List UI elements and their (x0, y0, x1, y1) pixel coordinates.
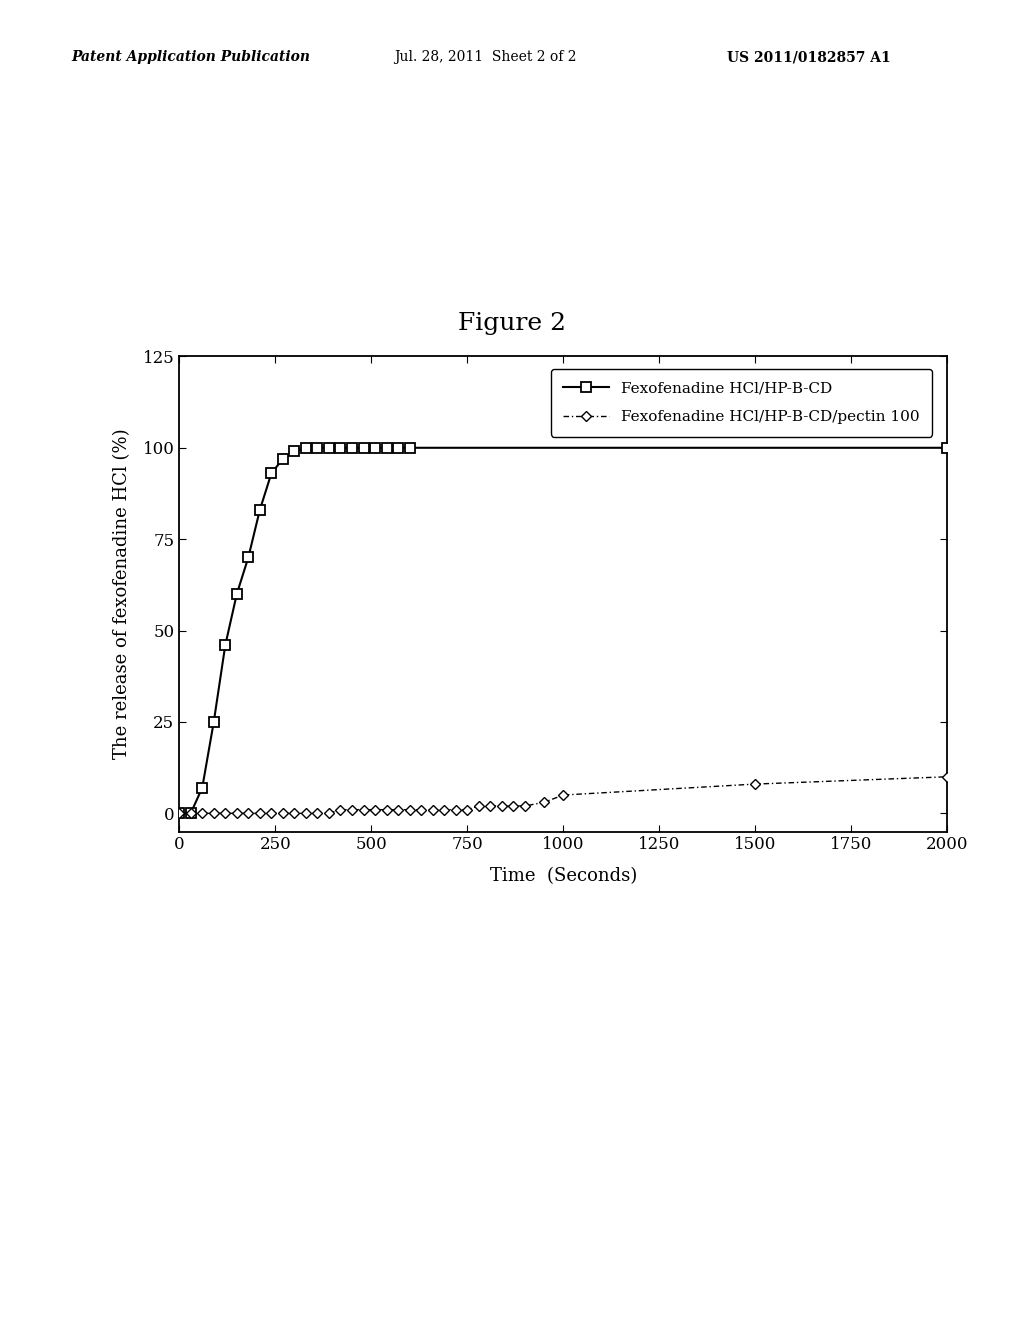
Fexofenadine HCl/HP-B-CD (208, 714, 220, 730)
Fexofenadine HCl/HP-B-CD (265, 466, 278, 482)
Fexofenadine HCl/HP-B-CD/pectin 100 (484, 799, 497, 814)
Fexofenadine HCl/HP-B-CD/pectin 100 (518, 799, 530, 814)
Text: US 2011/0182857 A1: US 2011/0182857 A1 (727, 50, 891, 65)
Fexofenadine HCl/HP-B-CD/pectin 100 (173, 805, 185, 821)
Fexofenadine HCl/HP-B-CD/pectin 100 (184, 805, 197, 821)
Fexofenadine HCl/HP-B-CD (173, 805, 185, 821)
Line: Fexofenadine HCl/HP-B-CD: Fexofenadine HCl/HP-B-CD (174, 444, 952, 818)
Fexofenadine HCl/HP-B-CD/pectin 100 (461, 801, 473, 817)
Text: Jul. 28, 2011  Sheet 2 of 2: Jul. 28, 2011 Sheet 2 of 2 (394, 50, 577, 65)
Fexofenadine HCl/HP-B-CD (300, 440, 312, 455)
Fexofenadine HCl/HP-B-CD/pectin 100 (276, 805, 289, 821)
Fexofenadine HCl/HP-B-CD/pectin 100 (557, 787, 569, 803)
Fexofenadine HCl/HP-B-CD (392, 440, 404, 455)
Fexofenadine HCl/HP-B-CD (311, 440, 324, 455)
Fexofenadine HCl/HP-B-CD (184, 805, 197, 821)
Fexofenadine HCl/HP-B-CD/pectin 100 (242, 805, 254, 821)
Fexofenadine HCl/HP-B-CD (254, 502, 266, 517)
Fexofenadine HCl/HP-B-CD (346, 440, 358, 455)
Text: Patent Application Publication: Patent Application Publication (72, 50, 310, 65)
Fexofenadine HCl/HP-B-CD/pectin 100 (346, 801, 358, 817)
Legend: Fexofenadine HCl/HP-B-CD, Fexofenadine HCl/HP-B-CD/pectin 100: Fexofenadine HCl/HP-B-CD, Fexofenadine H… (551, 368, 932, 437)
Fexofenadine HCl/HP-B-CD/pectin 100 (208, 805, 220, 821)
Fexofenadine HCl/HP-B-CD (230, 586, 243, 602)
Fexofenadine HCl/HP-B-CD (219, 638, 231, 653)
Fexofenadine HCl/HP-B-CD/pectin 100 (415, 801, 427, 817)
Fexofenadine HCl/HP-B-CD (196, 780, 209, 796)
Fexofenadine HCl/HP-B-CD/pectin 100 (507, 799, 519, 814)
Fexofenadine HCl/HP-B-CD/pectin 100 (426, 801, 438, 817)
Fexofenadine HCl/HP-B-CD/pectin 100 (265, 805, 278, 821)
Fexofenadine HCl/HP-B-CD/pectin 100 (472, 799, 485, 814)
Fexofenadine HCl/HP-B-CD (403, 440, 416, 455)
Fexofenadine HCl/HP-B-CD/pectin 100 (334, 801, 346, 817)
Fexofenadine HCl/HP-B-CD/pectin 100 (230, 805, 243, 821)
Fexofenadine HCl/HP-B-CD (381, 440, 393, 455)
Fexofenadine HCl/HP-B-CD (242, 549, 254, 565)
Fexofenadine HCl/HP-B-CD (289, 444, 301, 459)
Fexofenadine HCl/HP-B-CD/pectin 100 (538, 795, 550, 810)
Text: Figure 2: Figure 2 (458, 312, 566, 335)
Fexofenadine HCl/HP-B-CD/pectin 100 (311, 805, 324, 821)
Fexofenadine HCl/HP-B-CD/pectin 100 (357, 801, 370, 817)
Line: Fexofenadine HCl/HP-B-CD/pectin 100: Fexofenadine HCl/HP-B-CD/pectin 100 (176, 774, 950, 817)
Fexofenadine HCl/HP-B-CD/pectin 100 (219, 805, 231, 821)
Fexofenadine HCl/HP-B-CD/pectin 100 (369, 801, 381, 817)
Fexofenadine HCl/HP-B-CD/pectin 100 (403, 801, 416, 817)
Fexofenadine HCl/HP-B-CD/pectin 100 (438, 801, 451, 817)
Fexofenadine HCl/HP-B-CD (276, 451, 289, 467)
Fexofenadine HCl/HP-B-CD/pectin 100 (941, 768, 953, 784)
Fexofenadine HCl/HP-B-CD/pectin 100 (196, 805, 209, 821)
Fexofenadine HCl/HP-B-CD (323, 440, 335, 455)
X-axis label: Time  (Seconds): Time (Seconds) (489, 867, 637, 886)
Fexofenadine HCl/HP-B-CD (357, 440, 370, 455)
Fexofenadine HCl/HP-B-CD/pectin 100 (289, 805, 301, 821)
Fexofenadine HCl/HP-B-CD (941, 440, 953, 455)
Fexofenadine HCl/HP-B-CD (369, 440, 381, 455)
Fexofenadine HCl/HP-B-CD/pectin 100 (381, 801, 393, 817)
Fexofenadine HCl/HP-B-CD/pectin 100 (392, 801, 404, 817)
Fexofenadine HCl/HP-B-CD/pectin 100 (496, 799, 508, 814)
Fexofenadine HCl/HP-B-CD/pectin 100 (450, 801, 462, 817)
Fexofenadine HCl/HP-B-CD/pectin 100 (323, 805, 335, 821)
Fexofenadine HCl/HP-B-CD (334, 440, 346, 455)
Fexofenadine HCl/HP-B-CD/pectin 100 (254, 805, 266, 821)
Fexofenadine HCl/HP-B-CD/pectin 100 (300, 805, 312, 821)
Y-axis label: The release of fexofenadine HCl (%): The release of fexofenadine HCl (%) (114, 429, 131, 759)
Fexofenadine HCl/HP-B-CD/pectin 100 (750, 776, 762, 792)
